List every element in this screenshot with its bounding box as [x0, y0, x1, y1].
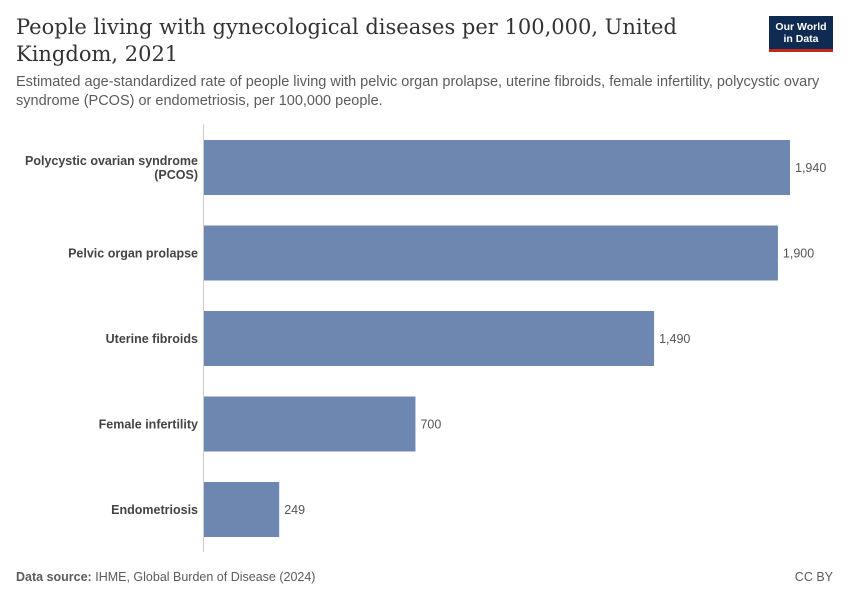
value-label: 700	[420, 418, 441, 432]
chart-subtitle: Estimated age-standardized rate of peopl…	[16, 74, 820, 109]
bar[interactable]	[204, 225, 778, 281]
data-source-link[interactable]: IHME, Global Burden of Disease (2024)	[95, 570, 316, 584]
data-source: Data source: IHME, Global Burden of Dise…	[16, 570, 315, 584]
owid-logo[interactable]: Our World in Data	[769, 16, 833, 52]
license-link[interactable]: CC BY	[794, 570, 833, 584]
value-label: 1,900	[783, 247, 814, 261]
bar[interactable]	[204, 311, 655, 366]
value-label: 249	[284, 503, 305, 517]
value-label: 1,940	[795, 161, 826, 175]
value-label: 1,490	[659, 332, 690, 346]
bar[interactable]	[204, 396, 416, 452]
bar[interactable]	[204, 140, 790, 195]
category-label: Uterine fibroids	[106, 332, 198, 346]
category-label: Female infertility	[99, 418, 198, 432]
logo-line-1: Our World	[775, 21, 827, 33]
logo-line-2: in Data	[783, 33, 819, 45]
data-source-label: Data source:	[16, 570, 92, 584]
category-label: Polycystic ovarian syndrome (PCOS)	[25, 154, 198, 182]
bar-chart: 1,940 Polycystic ovarian syndrome (PCOS) 1,…	[25, 124, 826, 552]
bar[interactable]	[204, 482, 280, 537]
category-label: Endometriosis	[111, 503, 198, 517]
category-label: Pelvic organ prolapse	[68, 247, 198, 261]
chart-title: People living with gynecological disease…	[16, 15, 677, 66]
